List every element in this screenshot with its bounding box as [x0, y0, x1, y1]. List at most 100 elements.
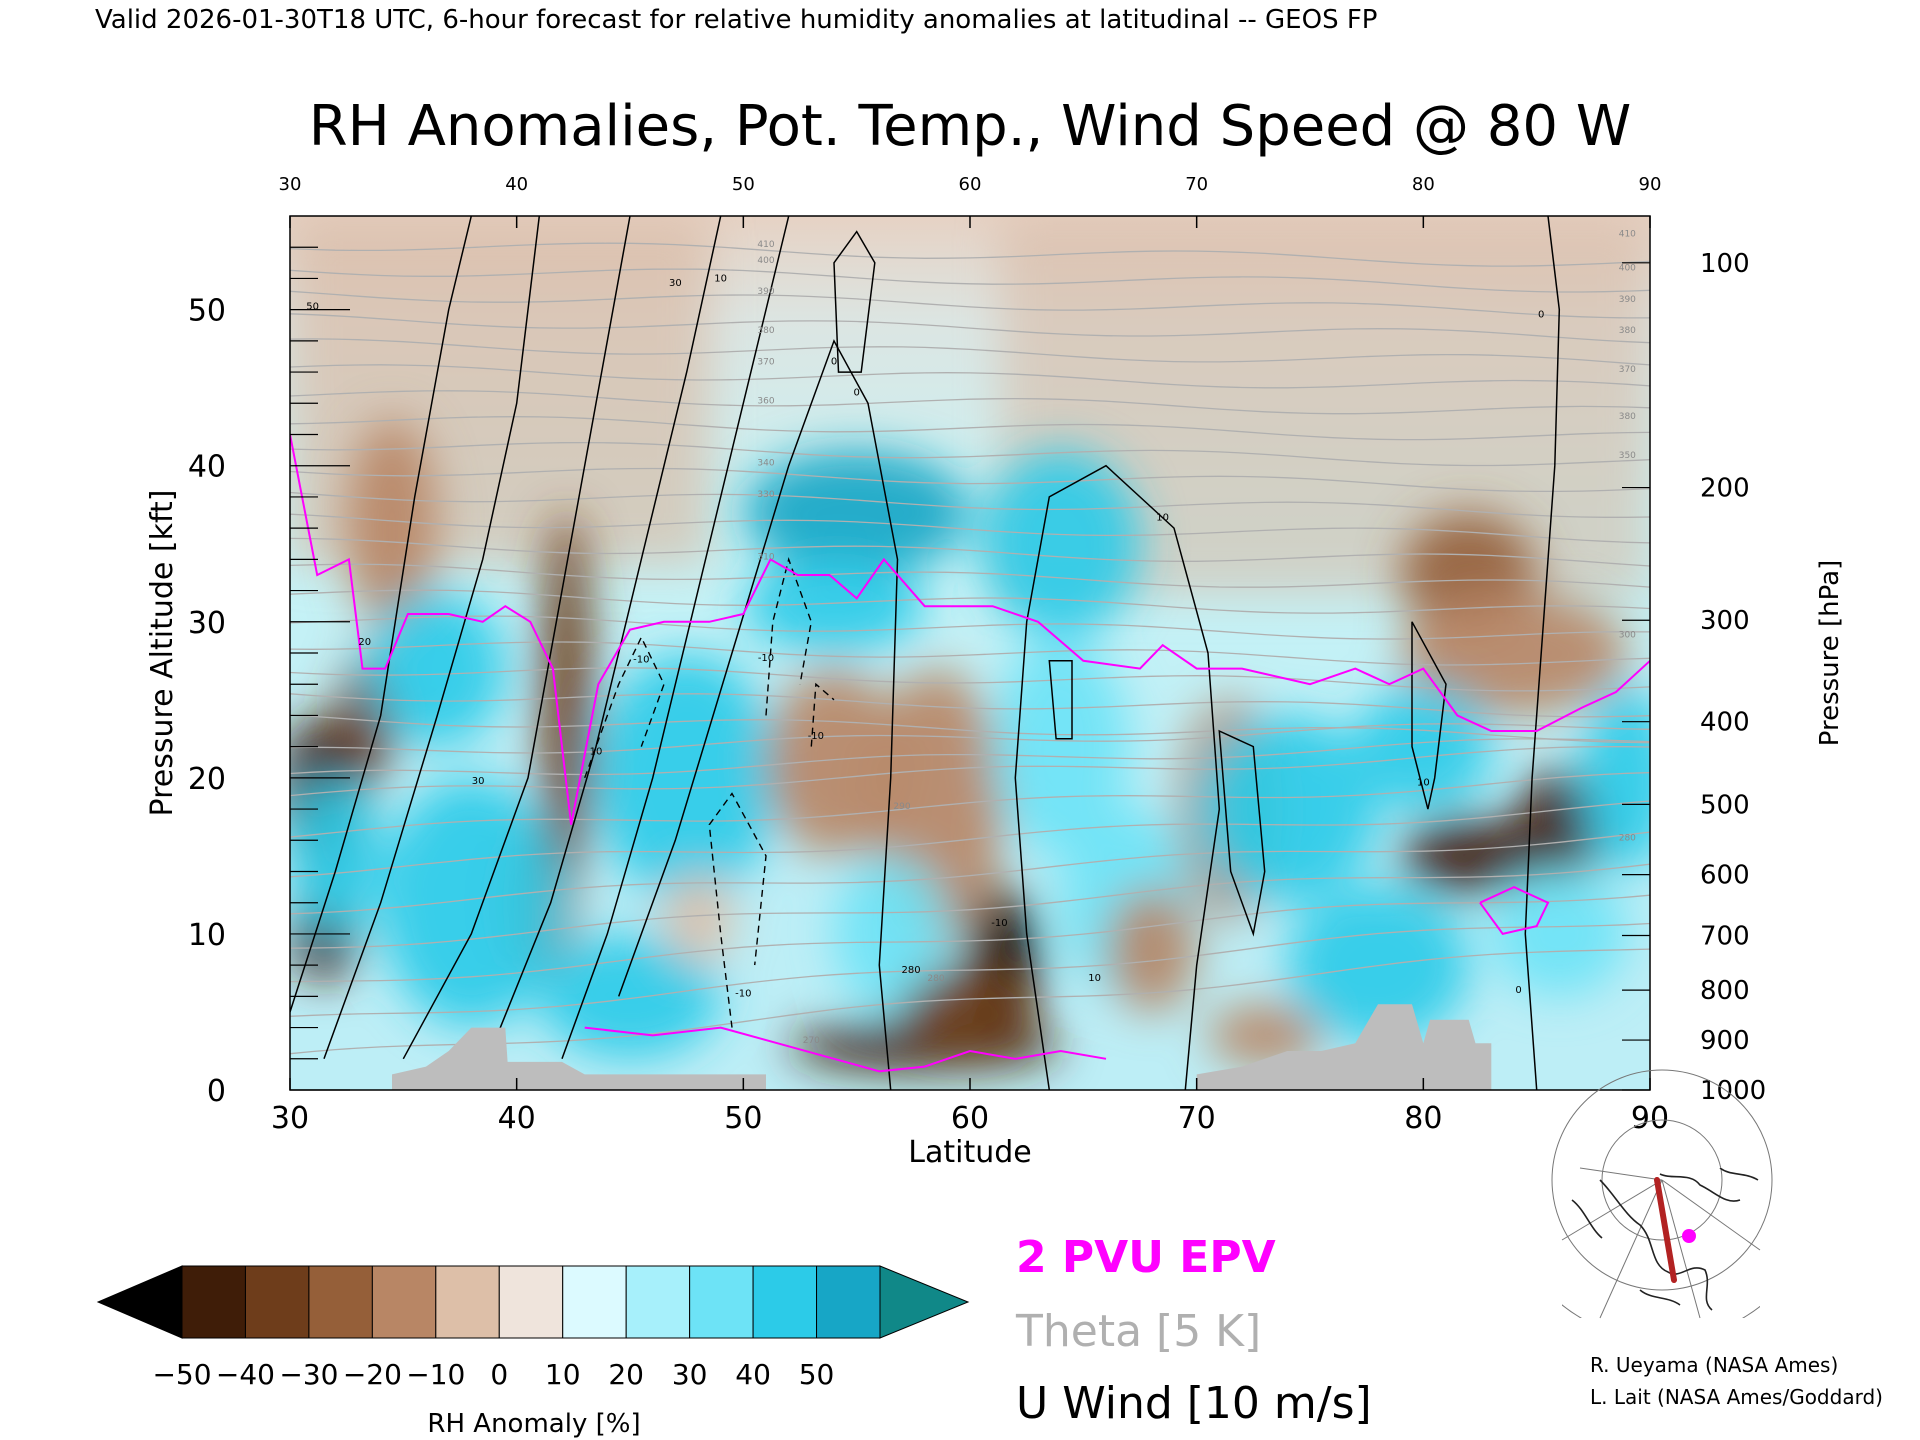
anomaly-blob — [290, 777, 381, 934]
x-tick-label-top: 90 — [1639, 174, 1662, 195]
theta-label: 370 — [1619, 365, 1636, 375]
theta-contour — [290, 667, 1650, 692]
axes: 3030404050506060707080809090010203040501… — [188, 174, 1766, 1136]
pressure-tick-label: 500 — [1700, 790, 1750, 820]
colorbar-swatch — [816, 1265, 881, 1339]
colorbar: −50 −40 −30 −20 −10 0 10 20 30 40 50 — [96, 1265, 970, 1391]
anomaly-blob — [902, 965, 1038, 1059]
wind-label: 10 — [1088, 973, 1101, 984]
y-tick-label: 50 — [188, 294, 226, 329]
x-tick-label: 70 — [1178, 1101, 1216, 1136]
forecast-valid-line: Valid 2026-01-30T18 UTC, 6-hour forecast… — [95, 5, 1377, 35]
x-tick-label: 50 — [724, 1101, 762, 1136]
colorbar-swatch — [752, 1265, 818, 1339]
colorbar-swatch — [498, 1265, 564, 1339]
colorbar-low-arrow — [96, 1265, 183, 1339]
wind-label: 280 — [902, 965, 921, 976]
anomaly-blob — [1514, 770, 1605, 880]
theta-labels: 410 400 390 380 370 360 340 330 310 290 270 280 410 4… — [757, 229, 1636, 1046]
theta-contour — [290, 513, 1650, 544]
colorbar-swatch — [308, 1265, 373, 1339]
anomaly-blob — [1106, 887, 1197, 1012]
theta-contour — [290, 491, 1650, 518]
theta-contour — [290, 390, 1650, 415]
wind-label: -10 — [758, 653, 774, 664]
terrain-block — [1196, 1004, 1492, 1090]
wind-contour — [1524, 216, 1561, 1090]
x-tick-label-top: 40 — [505, 174, 528, 195]
wind-contour-negative — [765, 557, 813, 716]
anomaly-blob — [743, 450, 971, 575]
theta-label: 370 — [757, 357, 774, 367]
colorbar-tick-label: 40 — [735, 1358, 771, 1391]
x-tick-label-top: 50 — [732, 174, 755, 195]
colorbar-swatch — [371, 1265, 437, 1339]
y-tick-label: 40 — [188, 450, 226, 485]
colorbar-tick-label: 10 — [545, 1358, 581, 1391]
theta-label: 410 — [1619, 229, 1636, 239]
theta-contour — [290, 714, 1650, 744]
wind-contour — [402, 216, 631, 1060]
wind-label: 10 — [590, 746, 603, 757]
anomaly-blob — [1208, 1004, 1322, 1067]
theta-contour — [290, 723, 1650, 754]
y-axis-label-left: Pressure Altitude [kft] — [145, 490, 180, 817]
theta-contour — [290, 922, 1650, 1017]
pressure-tick-label: 700 — [1700, 921, 1750, 951]
wind-label: 0 — [1515, 985, 1521, 996]
x-axis-label: Latitude — [908, 1135, 1031, 1170]
wind-label: -10 — [633, 654, 649, 665]
theta-contour — [290, 537, 1650, 567]
colorbar-tick-label: 30 — [672, 1358, 708, 1391]
colorbar-tick-label: 50 — [799, 1358, 835, 1391]
wind-label: 10 — [1156, 512, 1169, 523]
anomaly-blob — [992, 637, 1129, 856]
theta-contour — [290, 563, 1650, 588]
epv-2pvu-line — [290, 434, 1650, 1073]
colorbar-tick-label: −10 — [406, 1358, 465, 1391]
anomaly-blob — [1400, 816, 1537, 895]
theta-contour — [290, 313, 1650, 344]
theta-contour — [290, 242, 1650, 267]
pressure-tick-label: 600 — [1700, 861, 1750, 891]
cross-section-route — [1654, 1177, 1677, 1283]
terrain-block — [392, 1027, 766, 1090]
colorbar-swatch — [181, 1265, 246, 1339]
anomaly-blob — [1582, 684, 1650, 872]
wind-label: 0 — [831, 356, 837, 367]
credit-line-2: L. Lait (NASA Ames/Goddard) — [1590, 1385, 1883, 1409]
colorbar-tick-label: −50 — [152, 1358, 211, 1391]
anomaly-blob — [981, 450, 1140, 638]
pressure-tick-label: 800 — [1700, 976, 1750, 1006]
wind-label: -10 — [735, 988, 751, 999]
theta-contour — [290, 831, 1650, 915]
x-tick-label-top: 80 — [1412, 174, 1435, 195]
epv-closed-loop — [1479, 885, 1550, 936]
wind-contour-closed — [1048, 660, 1073, 740]
wind-contour-negative — [810, 682, 835, 747]
theta-contour — [290, 800, 1650, 878]
wind-label: 0 — [853, 387, 859, 398]
anomaly-blob — [346, 418, 438, 638]
wind-label: -10 — [991, 918, 1007, 929]
pressure-tick-label: 100 — [1700, 249, 1750, 279]
theta-contour — [290, 416, 1650, 441]
theta-contour — [290, 441, 1650, 467]
y-axis-label-right: Pressure [hPa] — [1815, 560, 1845, 747]
y-tick-label: 10 — [188, 918, 226, 953]
anomaly-blob — [369, 590, 506, 747]
wind-contour-closed — [833, 230, 876, 373]
anomaly-blob — [539, 512, 594, 888]
legend-theta: Theta [5 K] — [1015, 1306, 1261, 1357]
theta-contour — [290, 364, 1650, 389]
x-tick-label: 80 — [1404, 1101, 1442, 1136]
chart-title: RH Anomalies, Pot. Temp., Wind Speed @ 8… — [309, 94, 1631, 159]
theta-label: 340 — [757, 459, 774, 469]
theta-label: 310 — [757, 552, 774, 562]
colorbar-swatch — [435, 1265, 500, 1339]
theta-label: 380 — [1619, 326, 1636, 336]
x-tick-label: 60 — [951, 1101, 989, 1136]
theta-contour — [290, 894, 1650, 983]
theta-label: 380 — [1619, 412, 1636, 422]
